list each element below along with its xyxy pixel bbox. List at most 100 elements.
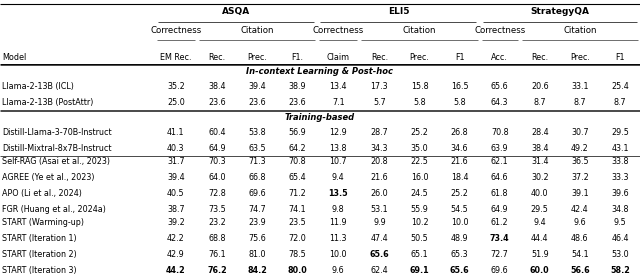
Bar	[0, 229, 640, 245]
Text: 40.3: 40.3	[167, 144, 184, 153]
Text: 54.5: 54.5	[451, 205, 468, 214]
Text: Correctness: Correctness	[313, 26, 364, 35]
Text: 65.6: 65.6	[450, 266, 469, 275]
Text: 48.6: 48.6	[571, 234, 589, 243]
Text: 69.1: 69.1	[410, 266, 429, 275]
Text: 10.0: 10.0	[330, 250, 347, 259]
Text: Llama-2-13B (PostAttr): Llama-2-13B (PostAttr)	[2, 98, 93, 107]
Text: 47.4: 47.4	[371, 234, 388, 243]
Text: 53.8: 53.8	[248, 128, 266, 137]
Text: 72.0: 72.0	[288, 234, 306, 243]
Text: START (Iteration 2): START (Iteration 2)	[2, 250, 77, 259]
Text: 8.7: 8.7	[573, 98, 586, 107]
Text: 23.6: 23.6	[248, 98, 266, 107]
Text: 35.2: 35.2	[167, 82, 185, 91]
Text: Rec.: Rec.	[371, 53, 388, 62]
Text: 64.3: 64.3	[491, 98, 508, 107]
Text: Llama-2-13B (ICL): Llama-2-13B (ICL)	[2, 82, 74, 91]
Text: 21.6: 21.6	[371, 173, 388, 182]
Text: 31.4: 31.4	[531, 157, 548, 166]
Text: 74.1: 74.1	[289, 205, 306, 214]
Text: 16.0: 16.0	[411, 173, 428, 182]
Text: 9.6: 9.6	[332, 266, 344, 275]
Text: Prec.: Prec.	[247, 53, 267, 62]
Text: F1.: F1.	[291, 53, 303, 62]
Text: 65.1: 65.1	[411, 250, 428, 259]
Text: 22.5: 22.5	[411, 157, 428, 166]
Text: 38.9: 38.9	[289, 82, 306, 91]
Text: 70.8: 70.8	[491, 128, 509, 137]
Text: 53.0: 53.0	[611, 250, 628, 259]
Text: 64.9: 64.9	[491, 205, 509, 214]
Text: EM Rec.: EM Rec.	[160, 53, 191, 62]
Text: Citation: Citation	[403, 26, 436, 35]
Text: 9.6: 9.6	[573, 218, 586, 227]
Text: 10.2: 10.2	[411, 218, 428, 227]
Text: 65.3: 65.3	[451, 250, 468, 259]
Text: Distill-Llama-3-70B-Instruct: Distill-Llama-3-70B-Instruct	[2, 128, 111, 137]
Text: 25.2: 25.2	[451, 189, 468, 198]
Text: 74.7: 74.7	[248, 205, 266, 214]
Text: 16.5: 16.5	[451, 82, 468, 91]
Text: 23.6: 23.6	[289, 98, 306, 107]
Text: 20.6: 20.6	[531, 82, 548, 91]
Text: 31.7: 31.7	[167, 157, 184, 166]
Text: Correctness: Correctness	[150, 26, 202, 35]
Text: 13.4: 13.4	[330, 82, 347, 91]
Text: 30.2: 30.2	[531, 173, 548, 182]
Text: 64.6: 64.6	[491, 173, 508, 182]
Text: APO (Li et al., 2024): APO (Li et al., 2024)	[2, 189, 82, 198]
Text: 39.6: 39.6	[611, 189, 628, 198]
Text: 26.8: 26.8	[451, 128, 468, 137]
Text: 71.3: 71.3	[248, 157, 266, 166]
Text: In-context Learning & Post-hoc: In-context Learning & Post-hoc	[246, 67, 394, 76]
Text: 10.7: 10.7	[330, 157, 347, 166]
Text: START (Iteration 3): START (Iteration 3)	[2, 266, 77, 275]
Text: 42.2: 42.2	[167, 234, 185, 243]
Text: 69.6: 69.6	[491, 266, 509, 275]
Text: 17.3: 17.3	[371, 82, 388, 91]
Text: 46.4: 46.4	[611, 234, 628, 243]
Text: 78.5: 78.5	[288, 250, 306, 259]
Text: 9.9: 9.9	[373, 218, 386, 227]
Text: Acc.: Acc.	[492, 53, 508, 62]
Text: 39.2: 39.2	[167, 218, 185, 227]
Text: 23.9: 23.9	[248, 218, 266, 227]
Text: 11.3: 11.3	[330, 234, 347, 243]
Text: 44.4: 44.4	[531, 234, 548, 243]
Text: StrategyQA: StrategyQA	[531, 7, 589, 16]
Text: 61.2: 61.2	[491, 218, 509, 227]
Text: 39.4: 39.4	[248, 82, 266, 91]
Text: 38.4: 38.4	[208, 82, 226, 91]
Text: 33.3: 33.3	[611, 173, 628, 182]
Bar	[0, 213, 640, 229]
Text: Correctness: Correctness	[474, 26, 525, 35]
Text: 64.9: 64.9	[208, 144, 226, 153]
Text: 60.0: 60.0	[530, 266, 550, 275]
Text: 23.2: 23.2	[208, 218, 226, 227]
Text: 8.7: 8.7	[534, 98, 546, 107]
Text: 21.6: 21.6	[451, 157, 468, 166]
Text: 8.7: 8.7	[614, 98, 627, 107]
Text: 70.8: 70.8	[289, 157, 306, 166]
Text: 49.2: 49.2	[571, 144, 589, 153]
Text: 58.2: 58.2	[610, 266, 630, 275]
Text: 29.5: 29.5	[611, 128, 629, 137]
Text: 37.2: 37.2	[571, 173, 589, 182]
Text: 53.1: 53.1	[371, 205, 388, 214]
Text: 20.8: 20.8	[371, 157, 388, 166]
Text: 39.4: 39.4	[167, 173, 184, 182]
Text: 36.5: 36.5	[571, 157, 589, 166]
Text: 33.8: 33.8	[611, 157, 628, 166]
Text: 55.9: 55.9	[411, 205, 428, 214]
Text: FGR (Huang et al., 2024a): FGR (Huang et al., 2024a)	[2, 205, 106, 214]
Text: F1: F1	[455, 53, 465, 62]
Text: 62.1: 62.1	[491, 157, 509, 166]
Text: 34.8: 34.8	[611, 205, 628, 214]
Text: 35.0: 35.0	[411, 144, 428, 153]
Text: 72.8: 72.8	[208, 189, 226, 198]
Text: 15.8: 15.8	[411, 82, 428, 91]
Text: 60.4: 60.4	[208, 128, 226, 137]
Text: 23.5: 23.5	[288, 218, 306, 227]
Text: 13.5: 13.5	[328, 189, 348, 198]
